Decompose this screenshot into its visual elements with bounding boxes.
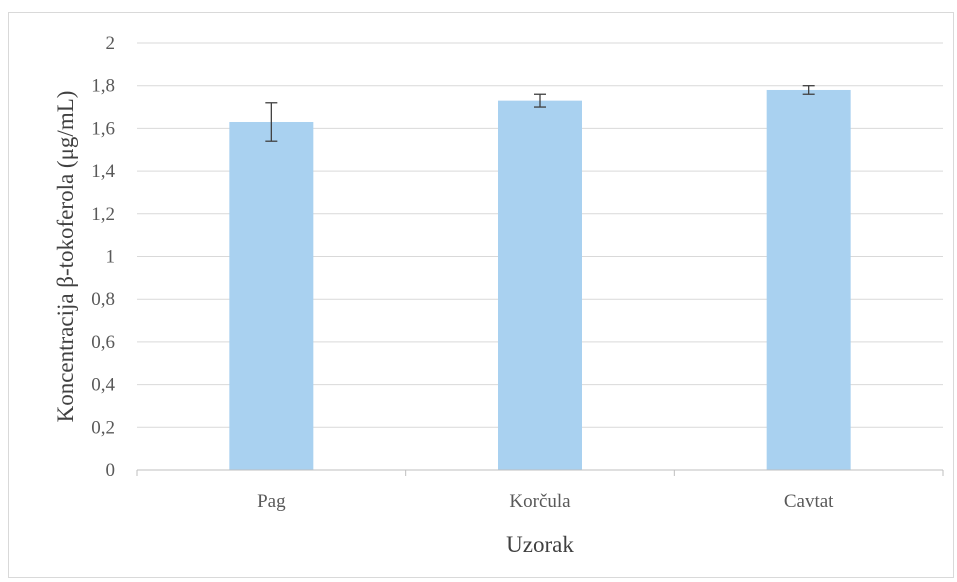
y-tick-label: 0 bbox=[106, 460, 116, 481]
x-tick-label: Cavtat bbox=[784, 491, 834, 512]
y-tick-label: 0,8 bbox=[91, 289, 115, 310]
x-tick-label: Pag bbox=[257, 491, 286, 512]
y-tick-label: 0,4 bbox=[91, 375, 115, 396]
x-axis-title: Uzorak bbox=[506, 532, 574, 557]
x-axis-tick-labels: Pag Korčula Cavtat bbox=[257, 491, 834, 512]
bars bbox=[229, 89, 851, 471]
y-tick-label: 1 bbox=[106, 247, 116, 268]
y-axis-tick-labels: 0 0,2 0,4 0,6 0,8 1 1,2 1,4 1,6 1,8 2 bbox=[91, 33, 115, 481]
y-tick-label: 0,6 bbox=[91, 332, 115, 353]
y-tick-label: 1,4 bbox=[91, 161, 115, 182]
y-axis-title: Koncentracija β-tokoferola (μg/mL) bbox=[53, 91, 78, 423]
bar-korula bbox=[498, 100, 582, 471]
x-tick-label: Korčula bbox=[509, 491, 571, 512]
x-axis-ticks bbox=[136, 470, 944, 476]
bar-cavtat bbox=[766, 89, 851, 470]
y-tick-label: 1,2 bbox=[91, 204, 115, 225]
y-tick-label: 1,6 bbox=[91, 118, 115, 139]
y-tick-label: 0,2 bbox=[91, 417, 115, 438]
y-tick-label: 2 bbox=[106, 33, 116, 54]
y-tick-label: 1,8 bbox=[91, 76, 115, 97]
bar-pag bbox=[229, 121, 314, 471]
error-bars bbox=[265, 85, 815, 142]
